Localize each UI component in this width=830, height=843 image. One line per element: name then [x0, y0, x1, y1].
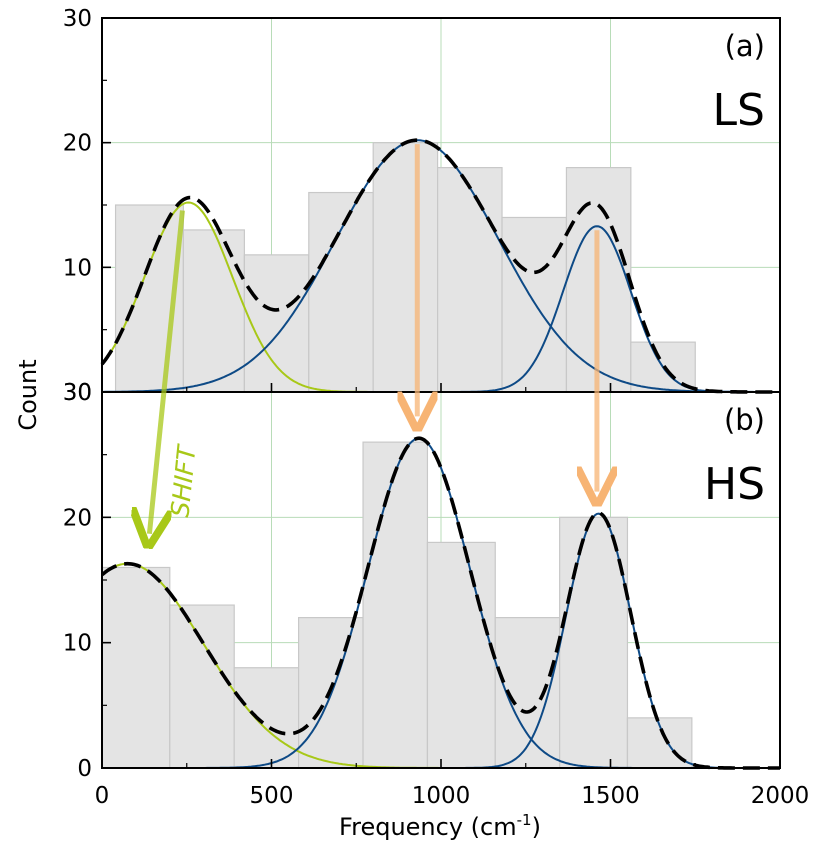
- x-tick-label: 2000: [751, 783, 810, 809]
- y-tick-label: 30: [63, 380, 92, 406]
- panel-frame: [101, 391, 781, 769]
- y-tick-label: 10: [63, 255, 92, 281]
- histogram-bar: [437, 167, 503, 393]
- shift-arrow: [149, 210, 185, 534]
- y-tick-label: 30: [63, 6, 92, 32]
- x-tick-label: 0: [95, 783, 110, 809]
- panel-frames: 0 500 1000 1500 2000: [95, 17, 810, 809]
- axis-labels: Frequency (cm-1) Count: [14, 359, 541, 841]
- panel-state-label: LS: [713, 85, 765, 136]
- histogram-bar: [501, 216, 568, 393]
- shift-label: SHIFT: [165, 443, 201, 519]
- gaussian-curve-mid: [102, 139, 780, 393]
- x-tick-label: 1000: [412, 783, 471, 809]
- panel-ls: 30 10 20 30 (a) LS: [63, 6, 781, 406]
- histogram-bar: [559, 516, 629, 769]
- histogram-bar: [372, 142, 439, 393]
- total-fit-curve: [100, 436, 780, 770]
- y-tick-label: 10: [63, 631, 92, 657]
- histogram-bar: [362, 441, 429, 769]
- histogram-bar: [182, 229, 245, 393]
- x-tick-label: 500: [250, 783, 294, 809]
- y-axis-title: Count: [14, 359, 42, 430]
- y-tick-label: 20: [63, 131, 92, 157]
- y-tick-label: 20: [63, 505, 92, 531]
- panel-state-label: HS: [704, 459, 765, 510]
- panel-tag: (a): [725, 29, 765, 63]
- histogram-bar: [233, 667, 300, 769]
- y-tick-label: 0: [77, 756, 92, 782]
- histogram-bar: [243, 254, 310, 393]
- x-axis-title: Frequency (cm-1): [339, 811, 541, 841]
- x-tick-label: 1500: [581, 783, 640, 809]
- histogram-bar: [169, 604, 235, 769]
- histogram-bar: [101, 566, 171, 769]
- total-fit-curve: [100, 138, 780, 394]
- histogram-bar: [308, 191, 374, 393]
- histogram-bar: [426, 541, 496, 769]
- panel-hs: 0 10 20 30 (b) HS: [63, 380, 781, 782]
- y-tick-label: 30: [63, 380, 92, 406]
- panel-tag: (b): [724, 403, 765, 437]
